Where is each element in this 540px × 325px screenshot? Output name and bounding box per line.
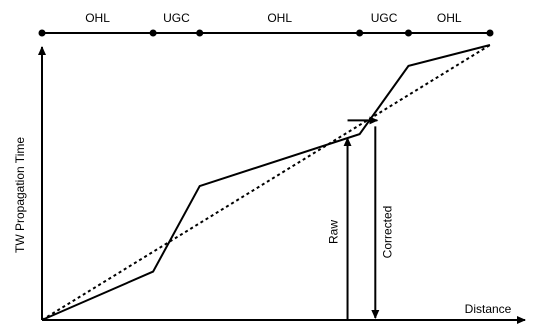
- route-segment-label: UGC: [371, 11, 398, 25]
- route-junction-dot: [404, 29, 412, 37]
- route-segment-labels: OHL UGC OHL UGC OHL: [85, 11, 462, 25]
- axes: TW Propagation Time Distance: [13, 46, 526, 324]
- route-junction-dot: [196, 29, 204, 37]
- corrected-label: Corrected: [380, 206, 394, 259]
- route-segment-label: OHL: [267, 11, 292, 25]
- raw-label: Raw: [327, 220, 341, 244]
- route-line: OHL UGC OHL UGC OHL: [38, 11, 494, 37]
- route-junctions: [38, 29, 494, 37]
- raw-propagation-curve: [41, 44, 491, 321]
- route-junction-dot: [356, 29, 364, 37]
- route-junction-dot: [149, 29, 157, 37]
- route-junction-dot: [486, 29, 494, 37]
- route-junction-dot: [38, 29, 46, 37]
- markers: Raw Corrected: [327, 116, 394, 320]
- ideal-propagation-line: [41, 44, 491, 321]
- y-axis-label: TW Propagation Time: [13, 137, 27, 253]
- route-segment-label: OHL: [85, 11, 110, 25]
- route-segment-label: OHL: [437, 11, 462, 25]
- x-axis-label: Distance: [465, 302, 512, 316]
- route-segment-label: UGC: [163, 11, 190, 25]
